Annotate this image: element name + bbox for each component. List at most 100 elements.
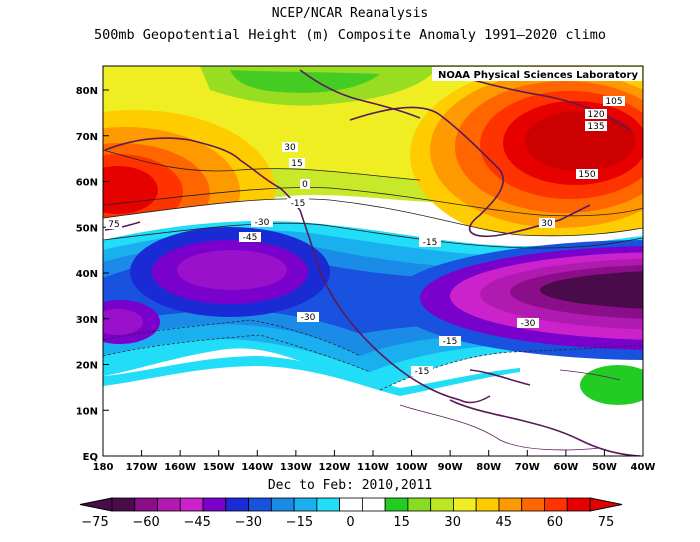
colorbar-swatch	[384, 497, 409, 512]
lon-tick-label: 180	[93, 462, 114, 473]
svg-text:-30: -30	[301, 313, 316, 323]
contour-label: -15	[439, 336, 461, 347]
lon-tick-label: 80W	[476, 462, 501, 473]
svg-text:105: 105	[605, 97, 622, 107]
svg-text:-15: -15	[291, 199, 306, 209]
svg-text:-30: -30	[255, 218, 270, 228]
svg-text:30: 30	[541, 219, 553, 229]
lon-tick-label: 110W	[357, 462, 389, 473]
period-label: Dec to Feb: 2010,2011	[267, 478, 433, 493]
lon-tick-label: 160W	[164, 462, 196, 473]
colorbar-label: −45	[183, 515, 210, 530]
lon-tick-label: 130W	[280, 462, 312, 473]
latitude-axis: 80N 70N 60N 50N 40N 30N 20N 10N EQ	[76, 86, 109, 463]
contour-label: -45	[239, 232, 261, 243]
lon-tick-label: 100W	[396, 462, 428, 473]
lon-tick-label: 40W	[631, 462, 656, 473]
colorbar-swatch	[202, 497, 227, 512]
contour-label: 15	[289, 158, 305, 169]
svg-text:-30: -30	[521, 319, 536, 329]
lon-tick-label: 50W	[592, 462, 617, 473]
contour-label: -30	[251, 217, 273, 228]
colorbar-swatch	[475, 497, 500, 512]
colorbar-swatch	[225, 497, 249, 512]
lat-tick-label: EQ	[83, 452, 98, 463]
colorbar-swatch	[453, 497, 477, 512]
svg-text:15: 15	[291, 159, 302, 169]
colorbar-swatch	[316, 497, 341, 512]
svg-text:-15: -15	[423, 238, 438, 248]
svg-text:-15: -15	[415, 367, 430, 377]
svg-text:135: 135	[587, 122, 604, 132]
contour-label: 135	[585, 121, 607, 132]
credit-text: NOAA Physical Sciences Laboratory	[438, 70, 639, 81]
colorbar-swatch	[134, 497, 158, 512]
colorbar-swatch	[407, 497, 432, 512]
lat-tick-label: 20N	[76, 361, 98, 372]
lon-tick-label: 150W	[203, 462, 235, 473]
colorbar-swatch	[498, 497, 523, 512]
chart-title: NCEP/NCAR Reanalysis	[271, 6, 429, 21]
contour-label: -15	[287, 198, 309, 209]
chart-subtitle: 500mb Geopotential Height (m) Composite …	[93, 27, 607, 43]
contour-label: 150	[576, 169, 598, 180]
lon-tick-label: 140W	[241, 462, 273, 473]
colorbar-swatch	[544, 497, 568, 512]
colorbar-label: −60	[132, 515, 159, 530]
colorbar-swatch	[566, 497, 591, 512]
colorbar-swatch	[111, 497, 136, 512]
contour-label: 120	[585, 109, 607, 120]
colorbar-swatch	[157, 497, 181, 512]
lon-tick-label: 170W	[126, 462, 158, 473]
colorbar-left-arrow	[79, 497, 113, 512]
colorbar-swatch	[179, 497, 204, 512]
contour-label: 105	[603, 96, 625, 107]
contour-label: 30	[282, 142, 298, 153]
lat-tick-label: 10N	[76, 406, 98, 417]
colorbar-right-arrow	[589, 497, 623, 512]
colorbar-label: 45	[496, 515, 513, 530]
svg-text:150: 150	[578, 170, 595, 180]
contour-label: 0	[300, 179, 310, 190]
lon-tick-label: 120W	[318, 462, 350, 473]
lon-tick-label: 60W	[553, 462, 578, 473]
colorbar-swatch	[293, 497, 318, 512]
lat-tick-label: 50N	[76, 223, 98, 234]
colorbar	[79, 497, 623, 512]
lat-tick-label: 70N	[76, 132, 98, 143]
svg-text:0: 0	[302, 180, 308, 190]
colorbar-labels: −75 −60 −45 −30 −15 0 15 30 45 60 75	[81, 515, 614, 530]
contour-label: -15	[419, 237, 441, 248]
contour-label: -30	[517, 318, 539, 329]
credit-box	[432, 67, 642, 81]
colorbar-label: 0	[346, 515, 354, 530]
svg-text:-45: -45	[243, 233, 258, 243]
contour-label: -30	[297, 312, 319, 323]
colorbar-label: 75	[598, 515, 615, 530]
contour-label: -15	[411, 366, 433, 377]
lat-tick-label: 60N	[76, 178, 98, 189]
colorbar-swatch	[270, 497, 295, 512]
colorbar-label: −30	[235, 515, 262, 530]
colorbar-label: 30	[444, 515, 461, 530]
svg-text:-15: -15	[443, 337, 458, 347]
colorbar-swatch	[339, 497, 363, 512]
contour-label: 30	[539, 218, 555, 229]
lon-tick-label: 90W	[438, 462, 463, 473]
svg-text:75: 75	[108, 220, 119, 230]
lat-tick-label: 30N	[76, 315, 98, 326]
anomaly-field	[103, 66, 643, 456]
contour-label: 75	[106, 219, 122, 230]
colorbar-swatch	[521, 497, 545, 512]
lon-tick-label: 70W	[515, 462, 540, 473]
svg-text:30: 30	[284, 143, 296, 153]
longitude-axis: 180 170W 160W 150W 140W 130W 120W 110W 100W 90W 80…	[93, 450, 656, 473]
svg-text:120: 120	[587, 110, 604, 120]
colorbar-label: −75	[81, 515, 108, 530]
colorbar-label: −15	[286, 515, 313, 530]
colorbar-swatch	[430, 497, 454, 512]
colorbar-swatch	[361, 497, 386, 512]
lat-tick-label: 40N	[76, 269, 98, 280]
